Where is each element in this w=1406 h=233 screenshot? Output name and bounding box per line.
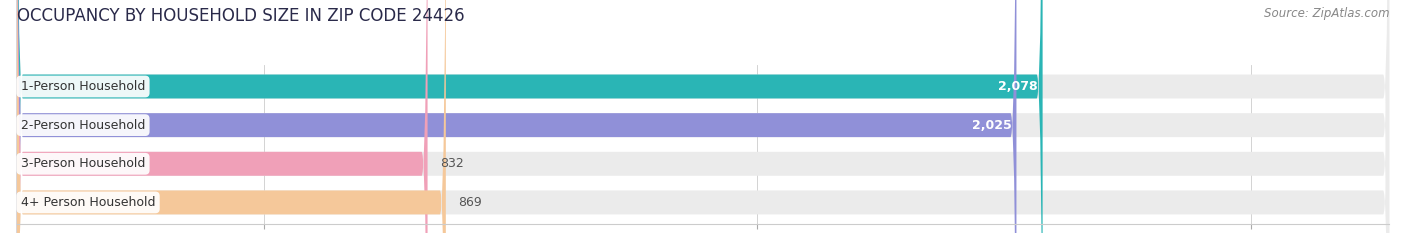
Text: Source: ZipAtlas.com: Source: ZipAtlas.com	[1264, 7, 1389, 20]
Text: OCCUPANCY BY HOUSEHOLD SIZE IN ZIP CODE 24426: OCCUPANCY BY HOUSEHOLD SIZE IN ZIP CODE …	[17, 7, 464, 25]
FancyBboxPatch shape	[17, 0, 1017, 233]
Text: 1-Person Household: 1-Person Household	[21, 80, 145, 93]
Text: 2-Person Household: 2-Person Household	[21, 119, 145, 132]
Text: 2,078: 2,078	[998, 80, 1038, 93]
Text: 2,025: 2,025	[972, 119, 1011, 132]
FancyBboxPatch shape	[17, 0, 1389, 233]
FancyBboxPatch shape	[17, 0, 1389, 233]
Text: 832: 832	[440, 157, 464, 170]
FancyBboxPatch shape	[17, 0, 427, 233]
FancyBboxPatch shape	[17, 0, 1043, 233]
Text: 869: 869	[458, 196, 482, 209]
Text: 3-Person Household: 3-Person Household	[21, 157, 145, 170]
Text: 4+ Person Household: 4+ Person Household	[21, 196, 155, 209]
FancyBboxPatch shape	[17, 0, 446, 233]
FancyBboxPatch shape	[17, 0, 1389, 233]
FancyBboxPatch shape	[17, 0, 1389, 233]
